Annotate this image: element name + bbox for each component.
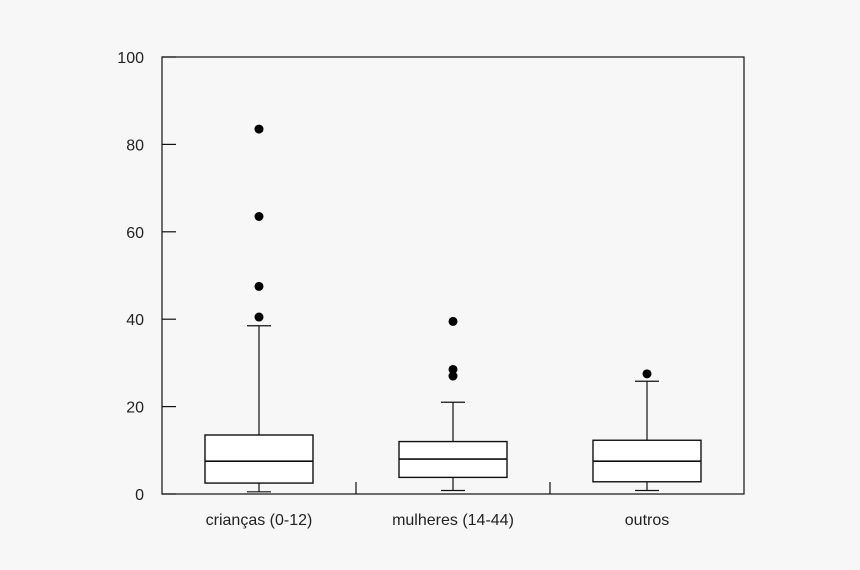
plot-area [204, 124, 702, 493]
y-tick-label: 60 [126, 225, 144, 242]
plot-frame [161, 56, 745, 495]
x-tick-label: mulheres (14-44) [392, 512, 514, 529]
outlier-point [448, 316, 458, 326]
box-group [592, 369, 702, 492]
box [204, 434, 314, 484]
outlier-point [642, 369, 652, 379]
outlier-point [254, 212, 264, 222]
y-tick-label: 100 [117, 50, 144, 67]
outlier-point [254, 124, 264, 134]
outlier-point [254, 312, 264, 322]
box-group [204, 124, 314, 493]
y-tick-label: 40 [126, 312, 144, 329]
x-tick-label: outros [625, 512, 669, 529]
y-tick-label: 0 [135, 487, 144, 504]
y-tick-label: 20 [126, 400, 144, 417]
outlier-point [448, 364, 458, 374]
y-axis: 0 20 40 60 80 100 [117, 50, 176, 504]
x-tick-label: crianças (0-12) [206, 512, 313, 529]
x-axis: crianças (0-12) mulheres (14-44) outros [206, 482, 669, 529]
outlier-point [254, 281, 264, 291]
outlier-point [448, 371, 458, 381]
box-group [398, 316, 508, 492]
y-tick-label: 80 [126, 137, 144, 154]
